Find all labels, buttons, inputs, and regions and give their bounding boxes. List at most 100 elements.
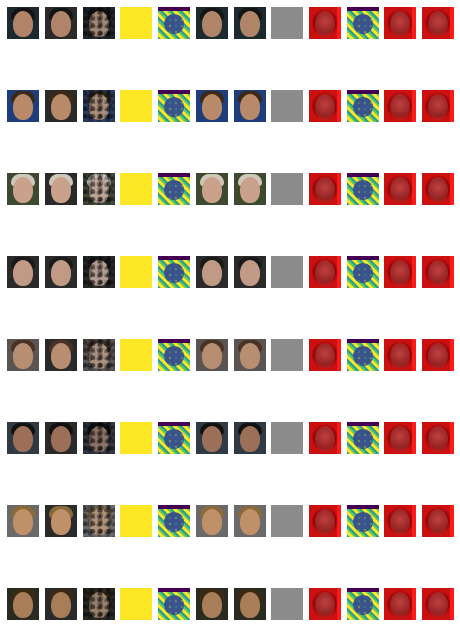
red-edge — [337, 422, 341, 454]
face — [89, 343, 109, 369]
face — [51, 94, 71, 120]
tile-variant-b-row-7 — [83, 505, 115, 537]
red-overlay — [309, 339, 341, 371]
heatmap-blob — [353, 14, 373, 34]
tile-blank-row-4 — [271, 256, 303, 288]
tile-variant-b-row-1 — [83, 7, 115, 39]
red-overlay — [422, 588, 454, 620]
heatmap-border — [158, 505, 190, 509]
tile-heatmap-b-row-2 — [347, 90, 379, 122]
heatmap-border — [158, 256, 190, 260]
tile-heatmap-b-row-1 — [347, 7, 379, 39]
tile-variant-b-row-3 — [83, 173, 115, 205]
tile-red-overlay-b-row-3 — [384, 173, 416, 205]
heatmap-blob — [353, 97, 373, 117]
tile-red-overlay-c-row-8 — [422, 588, 454, 620]
heatmap-border — [158, 339, 190, 343]
red-overlay — [422, 173, 454, 205]
tile-red-overlay-c-row-1 — [422, 7, 454, 39]
tile-heatmap-row-5 — [158, 339, 190, 371]
red-edge — [412, 505, 416, 537]
tile-original-copy-a-row-8 — [196, 588, 228, 620]
tile-red-overlay-a-row-4 — [309, 256, 341, 288]
tile-mask-row-1 — [120, 7, 152, 39]
face — [202, 426, 222, 452]
face — [89, 509, 109, 535]
face — [51, 343, 71, 369]
tile-original-copy-a-row-6 — [196, 422, 228, 454]
red-overlay — [309, 256, 341, 288]
tile-red-overlay-a-row-8 — [309, 588, 341, 620]
tile-original-copy-b-row-1 — [234, 7, 266, 39]
red-overlay — [384, 339, 416, 371]
tile-mask-row-6 — [120, 422, 152, 454]
tile-original-copy-a-row-7 — [196, 505, 228, 537]
tile-red-overlay-b-row-4 — [384, 256, 416, 288]
face — [240, 94, 260, 120]
heatmap-border — [158, 90, 190, 94]
face — [240, 260, 260, 286]
tile-red-overlay-a-row-2 — [309, 90, 341, 122]
tile-original-row-6 — [7, 422, 39, 454]
face — [89, 426, 109, 452]
heatmap-blob — [164, 180, 184, 200]
face — [240, 343, 260, 369]
face — [89, 260, 109, 286]
heatmap-border — [158, 588, 190, 592]
face — [202, 592, 222, 618]
tile-variant-b-row-8 — [83, 588, 115, 620]
tile-variant-a-row-8 — [45, 588, 77, 620]
red-edge — [450, 588, 454, 620]
face — [51, 426, 71, 452]
tile-red-overlay-c-row-2 — [422, 90, 454, 122]
face — [13, 426, 33, 452]
red-overlay — [422, 505, 454, 537]
heatmap-blob — [353, 180, 373, 200]
tile-heatmap-b-row-7 — [347, 505, 379, 537]
red-edge — [412, 588, 416, 620]
red-edge — [337, 7, 341, 39]
tile-variant-a-row-4 — [45, 256, 77, 288]
red-edge — [450, 505, 454, 537]
heatmap-border — [158, 173, 190, 177]
face — [202, 177, 222, 203]
tile-mask-row-2 — [120, 90, 152, 122]
face — [13, 11, 33, 37]
tile-variant-a-row-3 — [45, 173, 77, 205]
red-edge — [412, 422, 416, 454]
tile-original-row-7 — [7, 505, 39, 537]
tile-original-row-3 — [7, 173, 39, 205]
heatmap-blob — [164, 97, 184, 117]
face — [202, 509, 222, 535]
face — [51, 177, 71, 203]
red-overlay — [384, 588, 416, 620]
red-overlay — [309, 422, 341, 454]
tile-mask-row-3 — [120, 173, 152, 205]
tile-original-copy-a-row-2 — [196, 90, 228, 122]
tile-heatmap-row-6 — [158, 422, 190, 454]
tile-heatmap-row-4 — [158, 256, 190, 288]
heatmap-blob — [353, 512, 373, 532]
red-overlay — [384, 422, 416, 454]
heatmap-blob — [353, 429, 373, 449]
tile-red-overlay-b-row-5 — [384, 339, 416, 371]
face — [240, 509, 260, 535]
tile-variant-b-row-6 — [83, 422, 115, 454]
face — [13, 343, 33, 369]
red-edge — [450, 90, 454, 122]
face — [13, 94, 33, 120]
tile-original-copy-b-row-2 — [234, 90, 266, 122]
noise-pattern — [83, 422, 115, 454]
tile-mask-row-8 — [120, 588, 152, 620]
tile-heatmap-row-1 — [158, 7, 190, 39]
tile-original-copy-b-row-6 — [234, 422, 266, 454]
tile-original-copy-b-row-4 — [234, 256, 266, 288]
red-overlay — [422, 256, 454, 288]
heatmap-blob — [164, 512, 184, 532]
face — [240, 592, 260, 618]
face — [89, 177, 109, 203]
tile-original-copy-b-row-8 — [234, 588, 266, 620]
tile-mask-row-7 — [120, 505, 152, 537]
tile-red-overlay-c-row-6 — [422, 422, 454, 454]
